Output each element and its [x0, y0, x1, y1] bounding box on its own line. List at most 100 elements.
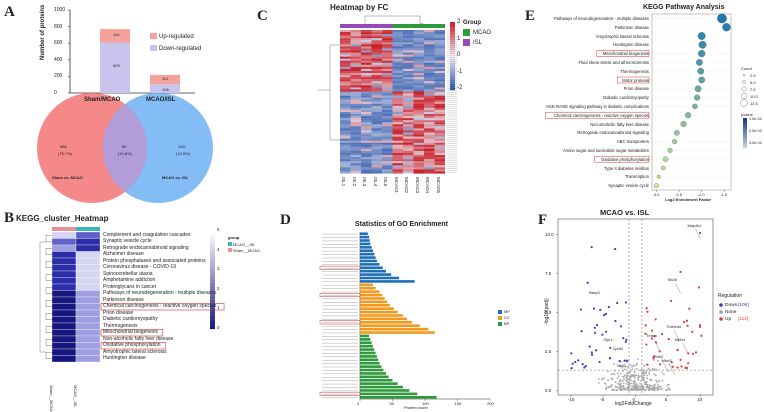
- panel-b-cell: [51, 257, 77, 265]
- panel-b-cell: [75, 355, 101, 363]
- panel-c-cell: [371, 103, 382, 106]
- panel-c-cell: [361, 87, 372, 90]
- panel-b-cell: [75, 316, 101, 324]
- panel-c-cell: [424, 91, 435, 94]
- panel-c-cell: [350, 153, 361, 156]
- panel-f-point-none: [624, 388, 626, 391]
- panel-c-cell: [413, 146, 424, 149]
- panel-c-cell: [350, 138, 361, 141]
- panel-e-row-label: Amino sugar and nucleotide sugar metabol…: [562, 147, 649, 153]
- panel-c-cell: [392, 155, 403, 158]
- panel-f-point-none: [633, 376, 636, 379]
- panel-c-cell: [413, 54, 424, 57]
- panel-c-cell: [403, 68, 414, 72]
- panel-f-point-down: [609, 346, 612, 349]
- panel-c-cell: [403, 56, 414, 59]
- panel-c-cell: [361, 167, 372, 170]
- panel-f-gene-pointer: [669, 364, 676, 375]
- panel-c-cell: [361, 62, 372, 65]
- panel-f-point-none: [652, 369, 654, 371]
- panel-c-cell: [371, 89, 382, 92]
- panel-c-cell: [392, 50, 403, 53]
- panel-c-cell: [403, 169, 414, 172]
- panel-c-cell: [371, 87, 382, 90]
- panel-c-cell: [350, 157, 361, 160]
- panel-c-cell: [350, 68, 361, 72]
- panel-c-cell: [403, 146, 414, 149]
- panel-c-cell: [403, 93, 414, 96]
- panel-d-xlabel: Protein count: [404, 405, 428, 410]
- panel-c-cell: [434, 79, 445, 82]
- panel-c-cell: [382, 150, 393, 154]
- panel-c-cell: [434, 155, 445, 158]
- panel-c-cell: [434, 36, 445, 39]
- panel-f-label: F: [538, 212, 548, 228]
- panel-c-cell: [350, 40, 361, 43]
- panel-d-highlight-box: [319, 293, 361, 298]
- panel-e-dot: [672, 139, 678, 145]
- panel-c-cell: [392, 89, 403, 92]
- panel-c-cell: [403, 64, 414, 67]
- panel-f-point-up: [679, 270, 682, 273]
- panel-f-point-up: [645, 307, 648, 310]
- panel-d-xtick-label: 50: [389, 401, 394, 406]
- panel-f-point-none: [597, 382, 600, 384]
- panel-f-gene-pointer: [674, 330, 680, 341]
- panel-c-colorbar-step: [450, 35, 455, 38]
- panel-b-colorbar-step: [210, 246, 215, 250]
- panel-b-colorbar-step: [210, 259, 215, 264]
- panel-f-point-none: [633, 371, 636, 374]
- panel-c-cell: [392, 128, 403, 131]
- panel-c-cell: [424, 44, 435, 47]
- panel-d-bar: [360, 276, 399, 280]
- panel-c-cell: [392, 167, 403, 170]
- panel-f-point-none: [623, 378, 625, 381]
- panel-f-point-up: [650, 337, 653, 340]
- panel-c-cell: [392, 34, 403, 37]
- panel-d-bar: [360, 297, 385, 300]
- panel-f-point-none: [626, 375, 628, 378]
- panel-c-cell: [361, 155, 372, 158]
- panel-f-point-none: [624, 366, 627, 368]
- panel-c-cell: [371, 109, 382, 113]
- panel-b-row-label: Mitochondrial biogenesis: [103, 329, 159, 335]
- panel-d-legend-mf: MF: [504, 309, 510, 314]
- panel-d-label: D: [280, 212, 291, 228]
- panel-f-point-down: [584, 365, 587, 368]
- panel-c-cell: [361, 163, 372, 166]
- panel-f-legend-count: [112]: [738, 316, 749, 322]
- panel-c-cell: [392, 40, 403, 43]
- panel-b-cell: [75, 335, 101, 343]
- panel-c-cell: [340, 99, 351, 102]
- panel-c-cell: [361, 46, 372, 49]
- panel-c-cell: [434, 56, 445, 59]
- panel-c-cell: [392, 30, 403, 33]
- panel-b-cell: [51, 329, 77, 337]
- panel-e-pvalue-step: [743, 121, 747, 123]
- panel-c-cell: [382, 30, 393, 33]
- panel-c-col-dendrogram: [364, 15, 421, 24]
- panel-c-cell: [392, 77, 403, 80]
- panel-c-cell: [403, 130, 414, 133]
- panel-c-cell: [413, 107, 424, 111]
- panel-c-cell: [350, 144, 361, 147]
- panel-f-point-none: [617, 372, 619, 375]
- panel-c-cell: [413, 77, 424, 80]
- panel-b-cell: [75, 231, 101, 239]
- panel-b-legend-swatch-2: [228, 248, 232, 252]
- panel-b-legend-swatch-1: [228, 242, 232, 246]
- panel-e-pvalue-step: [743, 134, 747, 137]
- panel-c-cell: [434, 44, 445, 47]
- panel-c-cell: [382, 79, 393, 82]
- panel-c-cell: [340, 77, 351, 80]
- panel-f-point-none: [629, 376, 632, 379]
- panel-f-point-up: [667, 338, 670, 341]
- panel-c-cell: [340, 32, 351, 35]
- panel-c-cell: [382, 36, 393, 39]
- panel-f-point-up: [652, 357, 655, 360]
- panel-c-cell: [350, 75, 361, 78]
- panel-f-point-down: [619, 325, 623, 328]
- panel-c-cell: [424, 97, 435, 100]
- panel-b-colorbar-step: [210, 236, 215, 240]
- panel-d-bar: [360, 286, 376, 290]
